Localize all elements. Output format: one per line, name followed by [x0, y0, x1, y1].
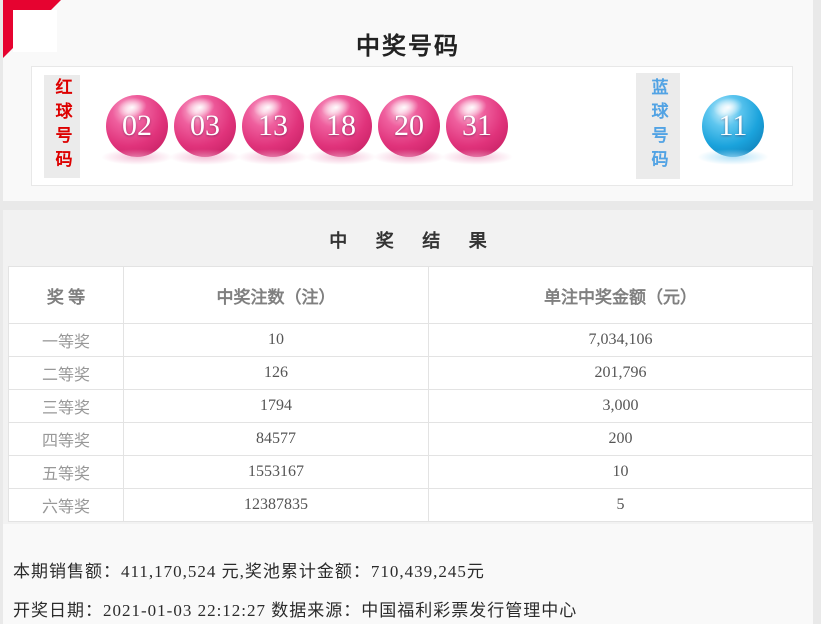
- red-ball: 20: [373, 95, 445, 165]
- page-title: 中奖号码: [356, 34, 460, 60]
- ball-number: 13: [258, 109, 288, 142]
- table-header-cell: 奖 等: [8, 266, 124, 324]
- table-row: 四等奖 84577 200: [8, 422, 813, 456]
- prize-amount-cell: 3,000: [428, 389, 813, 423]
- ball-number: 18: [326, 109, 356, 142]
- table-row: 五等奖 1553167 10: [8, 455, 813, 489]
- prize-level-cell: 四等奖: [8, 422, 124, 456]
- red-balls-group: 02 03 13 18 20 31: [101, 95, 513, 165]
- blue-ball: 11: [697, 95, 769, 165]
- ball-number: 11: [718, 109, 748, 142]
- prize-level-cell: 三等奖: [8, 389, 124, 423]
- sales-summary-text: 本期销售额：411,170,524 元,奖池累计金额：710,439,245元: [13, 562, 485, 581]
- blue-balls-group: 11: [697, 95, 769, 165]
- ball-number: 20: [394, 109, 424, 142]
- red-ball: 13: [237, 95, 309, 165]
- prize-level-cell: 一等奖: [8, 323, 124, 357]
- ball-number: 31: [462, 109, 492, 142]
- red-ball: 18: [305, 95, 377, 165]
- table-row: 三等奖 1794 3,000: [8, 389, 813, 423]
- table-body: 一等奖 10 7,034,106 二等奖 126 201,796 三等奖 1794 3,000 四…: [8, 323, 813, 522]
- red-ball: 03: [169, 95, 241, 165]
- table-header-cell: 单注中奖金额（元）: [428, 266, 813, 324]
- table-row: 六等奖 12387835 5: [8, 488, 813, 522]
- winner-count-cell: 10: [123, 323, 429, 357]
- results-card: 中 奖 结 果 奖 等中奖注数（注） 单注中奖金额（元） 一等奖 10 7,034,1…: [3, 210, 813, 524]
- winner-count-cell: 1794: [123, 389, 429, 423]
- red-ball: 31: [441, 95, 513, 165]
- results-section-title: 中 奖 结 果: [329, 231, 499, 251]
- ball-panel: 红球号码 02 03 13 18 20 31 蓝球号码 11: [31, 66, 793, 186]
- results-table: 奖 等中奖注数（注） 单注中奖金额（元） 一等奖 10 7,034,106 二等奖 126…: [8, 266, 813, 522]
- draw-date-source-text: 开奖日期：2021-01-03 22:12:27 数据来源：中国福利彩票发行管理…: [13, 601, 578, 620]
- winner-count-cell: 84577: [123, 422, 429, 456]
- prize-level-cell: 六等奖: [8, 488, 124, 522]
- table-header-cell: 中奖注数（注）: [123, 266, 429, 324]
- table-header-row: 奖 等中奖注数（注） 单注中奖金额（元）: [8, 266, 813, 324]
- ball-number: 02: [122, 109, 152, 142]
- table-row: 二等奖 126 201,796: [8, 356, 813, 390]
- winner-count-cell: 1553167: [123, 455, 429, 489]
- prize-amount-cell: 201,796: [428, 356, 813, 390]
- table-row: 一等奖 10 7,034,106: [8, 323, 813, 357]
- prize-amount-cell: 10: [428, 455, 813, 489]
- corner-ribbon-cover: [13, 10, 57, 52]
- prize-amount-cell: 5: [428, 488, 813, 522]
- red-ball: 02: [101, 95, 173, 165]
- summary-card: 本期销售额：411,170,524 元,奖池累计金额：710,439,245元 …: [3, 524, 813, 624]
- prize-amount-cell: 200: [428, 422, 813, 456]
- red-ball-label: 红球号码: [44, 74, 80, 178]
- winner-count-cell: 12387835: [123, 488, 429, 522]
- prize-level-cell: 二等奖: [8, 356, 124, 390]
- prize-level-cell: 五等奖: [8, 455, 124, 489]
- prize-amount-cell: 7,034,106: [428, 323, 813, 357]
- winner-count-cell: 126: [123, 356, 429, 390]
- ball-number: 03: [190, 109, 220, 142]
- winning-numbers-card: 中奖号码 红球号码 02 03 13 18 20 31 蓝球号码 11: [3, 0, 813, 201]
- blue-ball-label: 蓝球号码: [636, 73, 680, 179]
